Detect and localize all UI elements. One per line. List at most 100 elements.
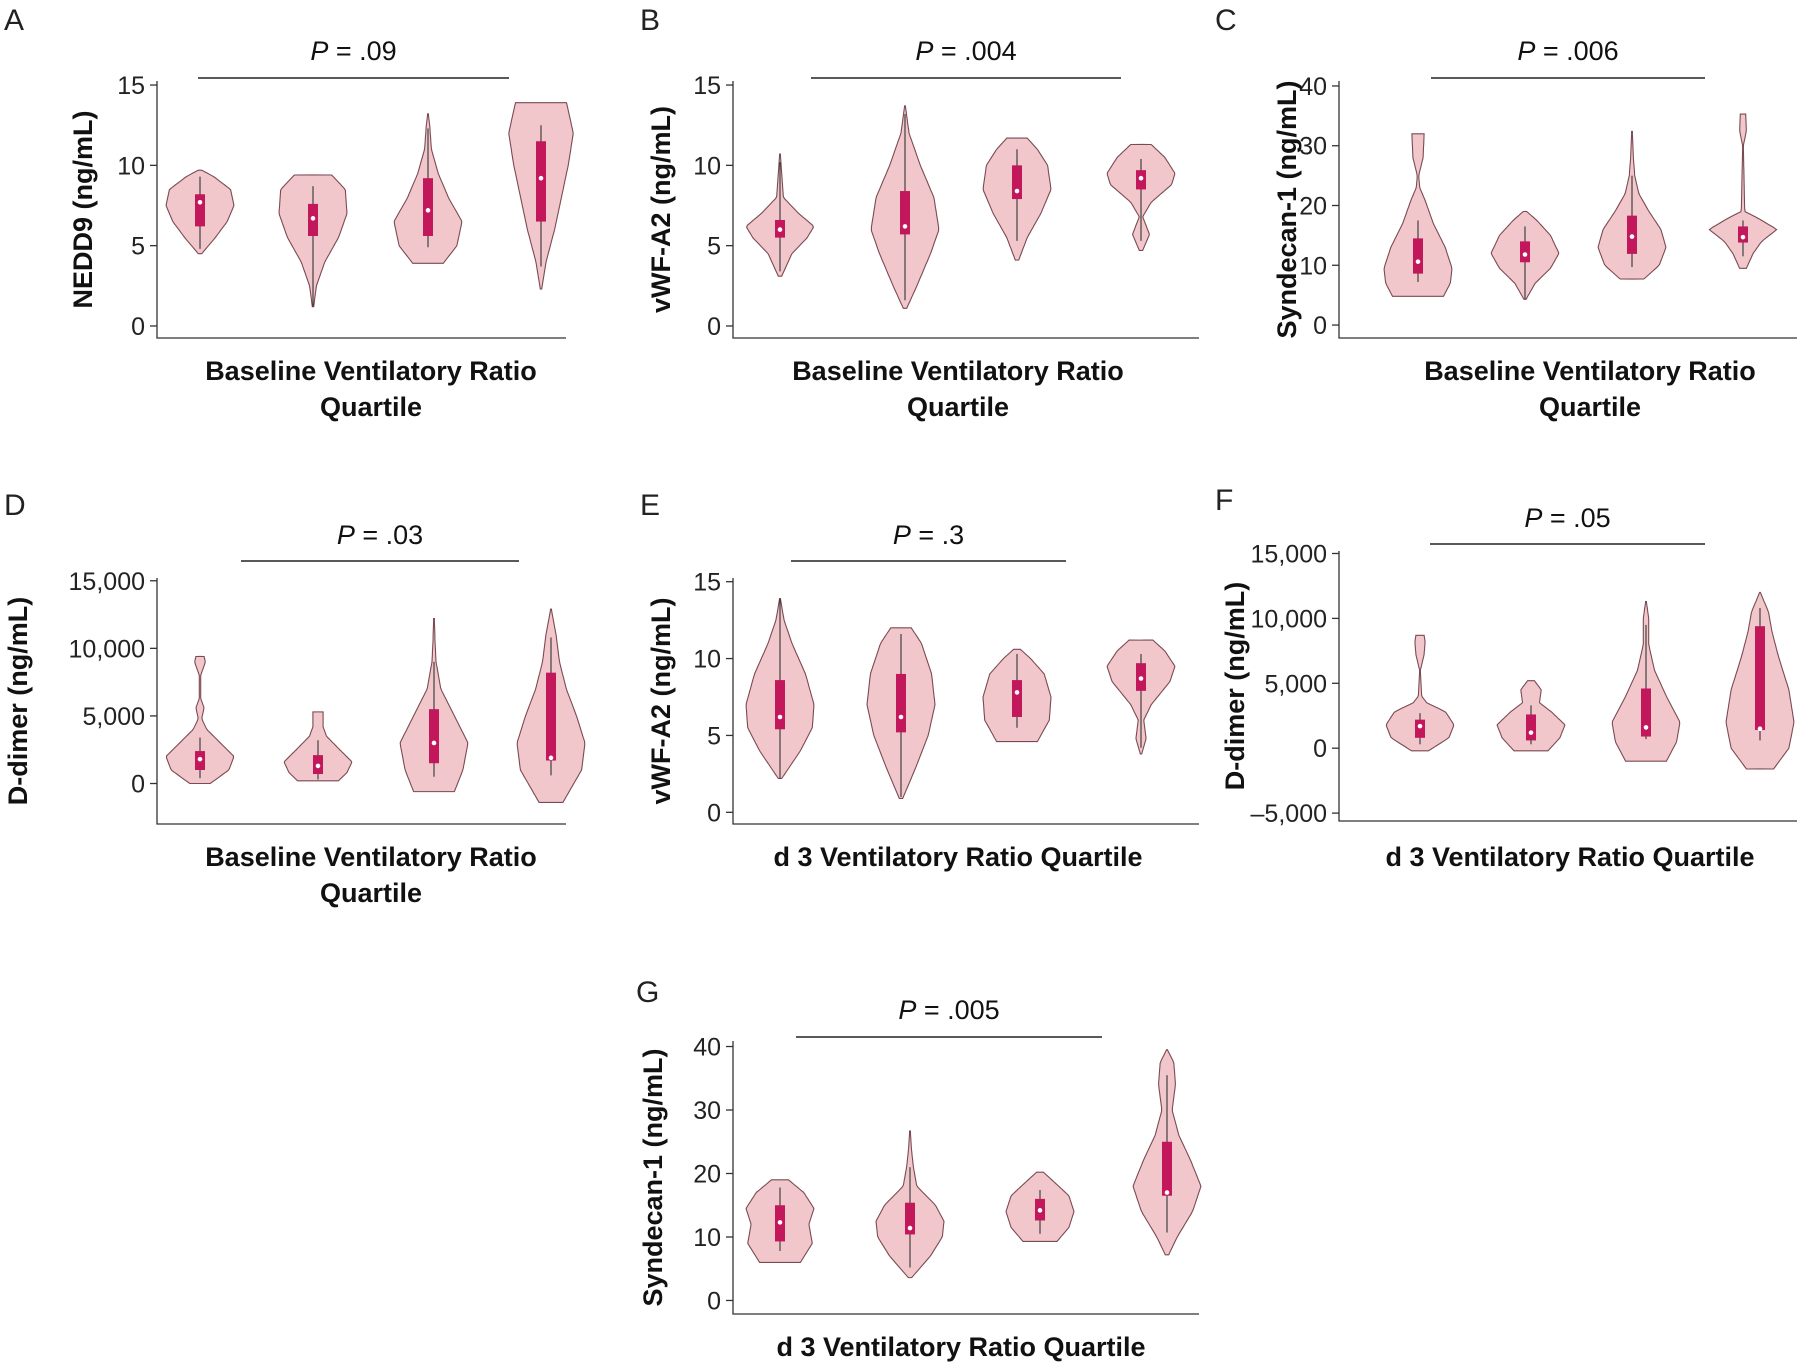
violin-group-q1 <box>1385 634 1455 752</box>
p-value-label: P = .05 <box>1524 503 1610 533</box>
axis-lines <box>1338 81 1797 339</box>
violin-iqr-box <box>900 191 910 235</box>
violin-shape <box>1385 634 1455 752</box>
y-tick-label: 5,000 <box>82 703 145 731</box>
violin-iqr-box <box>1415 719 1425 738</box>
y-tick-label: 10 <box>693 646 721 674</box>
y-tick-label: 5 <box>707 233 721 261</box>
violin-median-dot <box>1629 234 1635 239</box>
x-axis-label: Quartile <box>1539 392 1641 422</box>
violin-median-dot <box>902 224 908 229</box>
violin-median-dot <box>1014 188 1020 194</box>
violin-median-dot <box>315 763 321 769</box>
violin-iqr-box <box>1012 680 1022 717</box>
y-tick-label: 10,000 <box>69 635 145 663</box>
violin-iqr-box <box>1738 226 1748 243</box>
violin-iqr-box <box>1162 1141 1172 1196</box>
y-tick-label: 15,000 <box>1251 540 1327 568</box>
violin-group-q2 <box>278 174 348 308</box>
p-value-label: P = .005 <box>898 995 999 1025</box>
p-value-label: P = .09 <box>310 36 396 66</box>
x-axis-label: Quartile <box>320 392 422 422</box>
y-tick-label: 5,000 <box>1264 670 1327 698</box>
p-value-label: P = .03 <box>337 520 423 550</box>
panel-letter: G <box>636 976 659 1009</box>
chart-panel-b: B 0 5 10 15 vWF-A2 (ng/mL) Baseline Ventilator… <box>640 4 1199 422</box>
y-tick-label: 0 <box>1313 312 1327 340</box>
x-axis-label: d 3 Ventilatory Ratio Quartile <box>1385 842 1754 872</box>
violin-group-q2 <box>1496 680 1566 752</box>
y-axis-label: Syndecan-1 (ng/mL) <box>638 1048 668 1306</box>
y-axis-label: vWF-A2 (ng/mL) <box>646 106 676 313</box>
y-tick-label: 0 <box>707 313 721 341</box>
violin-group-q4 <box>1725 591 1795 770</box>
y-tick-label: 0 <box>131 771 145 799</box>
violin-iqr-box <box>775 680 785 730</box>
violin-group-q1 <box>745 598 815 780</box>
y-tick-label: 15 <box>693 569 721 597</box>
x-axis-label: d 3 Ventilatory Ratio Quartile <box>773 842 1142 872</box>
p-value-label: P = .004 <box>915 36 1016 66</box>
p-value-label: P = .3 <box>893 520 964 550</box>
panel-letter: D <box>4 489 26 522</box>
violin-median-dot <box>431 740 437 746</box>
y-axis-label: D-dimer (ng/mL) <box>3 597 33 806</box>
violin-group-q1 <box>165 655 235 785</box>
chart-panel-g: G 0 10 20 30 40 Syndecan-1 (ng/mL) d 3 Ventilat… <box>636 976 1202 1362</box>
x-axis-label: Baseline Ventilatory Ratio <box>205 356 537 386</box>
violin-group-q3 <box>399 618 469 793</box>
x-axis-label: Baseline Ventilatory Ratio <box>1424 356 1756 386</box>
x-axis-label: d 3 Ventilatory Ratio Quartile <box>776 1332 1145 1362</box>
y-tick-label: 30 <box>1299 133 1327 161</box>
violin-group-q2 <box>875 1130 945 1279</box>
violin-group-q1 <box>165 169 235 255</box>
violin-iqr-box <box>1755 626 1765 731</box>
violin-median-dot <box>548 755 554 761</box>
violin-median-dot <box>777 714 783 720</box>
violin-group-q4 <box>1708 113 1778 269</box>
y-tick-label: 0 <box>707 799 721 827</box>
y-axis-label: NEDD9 (ng/mL) <box>68 111 98 309</box>
y-tick-label: 10 <box>117 152 145 180</box>
violin-group-q1 <box>1383 133 1453 297</box>
violin-group-q3 <box>393 113 463 264</box>
violin-group-q1 <box>745 153 815 277</box>
violin-group-q2 <box>866 627 936 800</box>
violin-median-dot <box>907 1225 913 1231</box>
y-axis-label: vWF-A2 (ng/mL) <box>646 598 676 805</box>
violin-iqr-box <box>896 673 906 733</box>
axis-lines <box>732 578 1199 825</box>
y-tick-label: 10 <box>1299 252 1327 280</box>
violin-median-dot <box>777 227 783 232</box>
chart-panel-e: E 0 5 10 15 vWF-A2 (ng/mL) d 3 Ventilatory Rat… <box>640 489 1199 872</box>
violin-iqr-box <box>546 672 556 761</box>
y-tick-label: 15 <box>693 72 721 100</box>
violin-group-q3 <box>982 137 1052 261</box>
y-tick-label: 0 <box>131 313 145 341</box>
violin-group-q2 <box>870 105 940 309</box>
violin-median-dot <box>1522 252 1528 257</box>
chart-panel-d: D 0 5,000 10,000 15,000 D-dimer (ng/mL) Baseli… <box>3 489 586 908</box>
axis-lines <box>156 81 566 339</box>
violin-median-dot <box>1164 1190 1170 1195</box>
violin-iqr-box <box>905 1202 915 1235</box>
violin-group-q3 <box>1005 1171 1075 1242</box>
violin-iqr-box <box>1012 165 1022 200</box>
panel-letter: F <box>1215 484 1233 517</box>
violin-iqr-box <box>1526 714 1536 741</box>
x-axis-label: Baseline Ventilatory Ratio <box>205 842 537 872</box>
violin-group-q4 <box>508 102 574 290</box>
panel-letter: E <box>640 489 660 522</box>
violin-group-q1 <box>745 1179 815 1263</box>
violin-shape <box>1383 133 1453 297</box>
violin-median-dot <box>310 216 316 221</box>
axis-lines <box>156 578 566 825</box>
violin-group-q2 <box>1490 210 1560 300</box>
panel-letter: A <box>4 4 24 37</box>
violin-median-dot <box>1417 723 1423 729</box>
violin-median-dot <box>1740 234 1746 240</box>
violin-median-dot <box>197 756 203 762</box>
p-value-label: P = .006 <box>1517 36 1618 66</box>
violin-iqr-box <box>423 178 433 237</box>
